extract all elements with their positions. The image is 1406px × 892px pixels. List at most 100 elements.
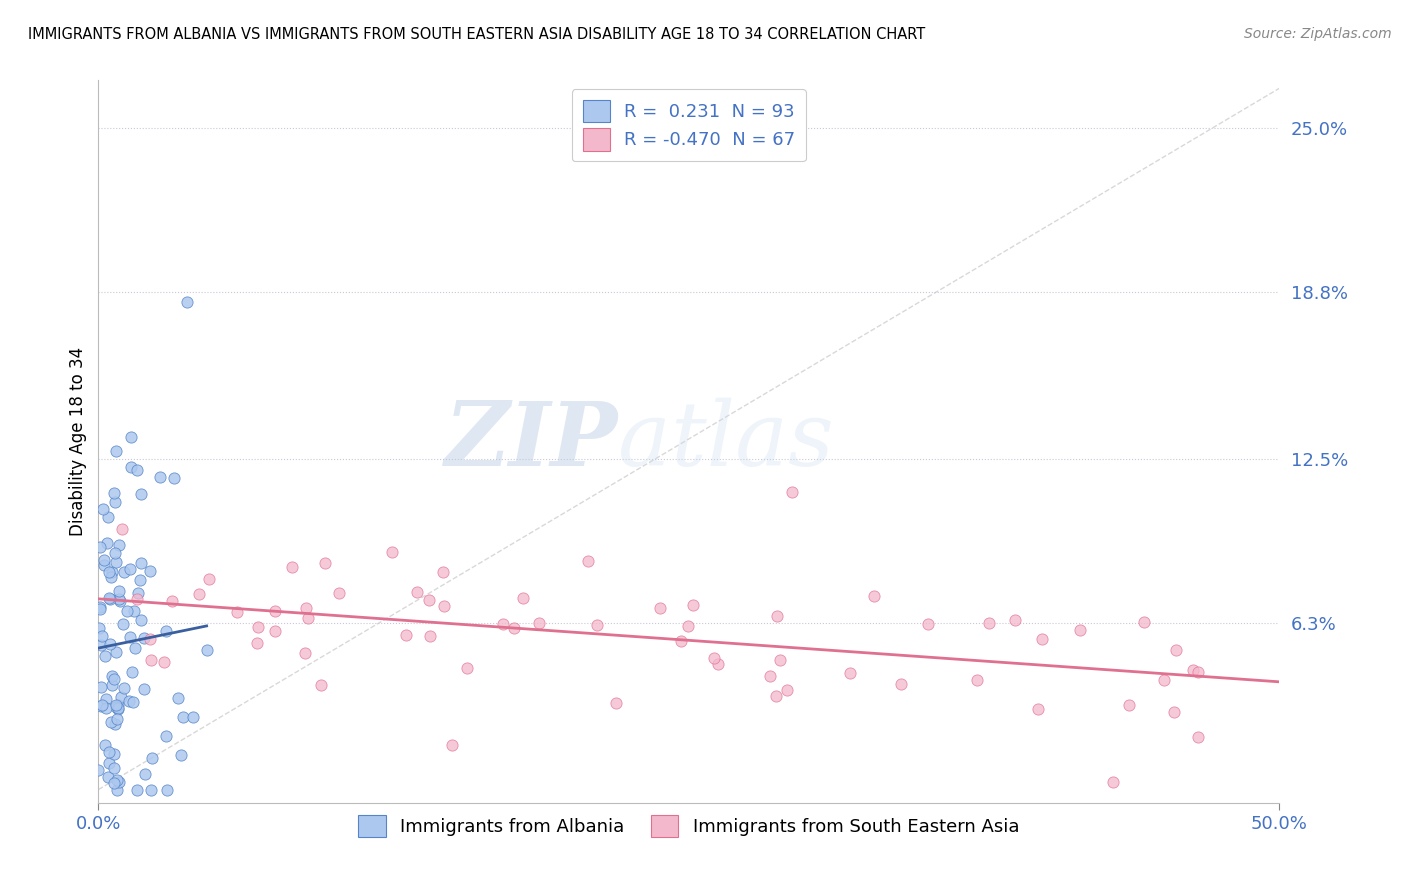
Point bbox=[139, 565, 162, 579]
Point bbox=[124, 641, 146, 656]
Point bbox=[169, 747, 191, 762]
Point bbox=[127, 592, 149, 607]
Point bbox=[195, 642, 218, 657]
Point bbox=[1163, 705, 1185, 719]
Point bbox=[90, 680, 112, 694]
Point bbox=[101, 565, 124, 579]
Point bbox=[247, 619, 270, 633]
Point bbox=[91, 502, 114, 516]
Point bbox=[492, 616, 515, 631]
Point bbox=[294, 646, 316, 660]
Point bbox=[759, 669, 782, 683]
Point bbox=[264, 624, 287, 638]
Point bbox=[1187, 665, 1209, 680]
Point bbox=[104, 555, 127, 569]
Point bbox=[163, 471, 186, 485]
Point bbox=[198, 572, 221, 586]
Point bbox=[502, 621, 524, 635]
Point bbox=[118, 630, 141, 644]
Point bbox=[966, 673, 988, 687]
Point bbox=[155, 624, 177, 638]
Point bbox=[103, 775, 125, 789]
Point bbox=[94, 648, 117, 663]
Point bbox=[432, 565, 454, 579]
Point bbox=[676, 619, 699, 633]
Point bbox=[648, 600, 671, 615]
Point bbox=[1102, 774, 1125, 789]
Point bbox=[87, 763, 110, 777]
Point bbox=[115, 604, 138, 618]
Point bbox=[917, 617, 939, 632]
Point bbox=[120, 459, 142, 474]
Point bbox=[118, 694, 141, 708]
Point bbox=[105, 645, 128, 659]
Point bbox=[125, 782, 148, 797]
Point bbox=[105, 782, 128, 797]
Point bbox=[1187, 730, 1209, 744]
Point bbox=[765, 690, 787, 704]
Point bbox=[98, 637, 121, 651]
Y-axis label: Disability Age 18 to 34: Disability Age 18 to 34 bbox=[69, 347, 87, 536]
Point bbox=[124, 604, 146, 618]
Point bbox=[440, 738, 463, 752]
Point bbox=[98, 591, 121, 606]
Point bbox=[104, 698, 127, 712]
Point bbox=[107, 700, 129, 714]
Point bbox=[125, 463, 148, 477]
Point bbox=[112, 681, 135, 695]
Point bbox=[129, 573, 152, 587]
Point bbox=[297, 611, 319, 625]
Point bbox=[129, 613, 152, 627]
Point bbox=[108, 538, 131, 552]
Point bbox=[1069, 623, 1091, 637]
Point bbox=[89, 621, 111, 635]
Point bbox=[381, 545, 404, 559]
Point bbox=[1153, 673, 1175, 688]
Point bbox=[104, 443, 127, 458]
Point bbox=[419, 628, 441, 642]
Point bbox=[127, 586, 149, 600]
Point bbox=[1031, 632, 1053, 646]
Point bbox=[395, 628, 418, 642]
Point bbox=[406, 585, 429, 599]
Point bbox=[977, 616, 1000, 631]
Point bbox=[160, 593, 183, 607]
Point bbox=[139, 653, 162, 667]
Point bbox=[89, 601, 111, 615]
Point bbox=[103, 672, 125, 686]
Point bbox=[527, 615, 550, 630]
Point bbox=[100, 715, 122, 730]
Point bbox=[97, 566, 120, 580]
Point bbox=[108, 591, 131, 606]
Point bbox=[225, 605, 247, 619]
Point bbox=[110, 690, 132, 705]
Point bbox=[89, 599, 111, 614]
Point bbox=[281, 560, 304, 574]
Point bbox=[134, 767, 156, 781]
Point bbox=[605, 696, 627, 710]
Point bbox=[89, 540, 111, 554]
Point bbox=[131, 557, 153, 571]
Point bbox=[766, 608, 789, 623]
Point bbox=[111, 616, 134, 631]
Text: Source: ZipAtlas.com: Source: ZipAtlas.com bbox=[1244, 27, 1392, 41]
Point bbox=[104, 546, 127, 560]
Point bbox=[576, 554, 599, 568]
Point bbox=[108, 583, 131, 598]
Point bbox=[314, 556, 336, 570]
Point bbox=[433, 599, 456, 613]
Point bbox=[1132, 615, 1154, 629]
Point bbox=[890, 676, 912, 690]
Point bbox=[863, 589, 886, 603]
Point bbox=[1118, 698, 1140, 712]
Point bbox=[703, 650, 725, 665]
Point bbox=[91, 698, 114, 712]
Text: ZIP: ZIP bbox=[444, 399, 619, 484]
Point bbox=[94, 738, 117, 752]
Point bbox=[1166, 642, 1188, 657]
Point bbox=[166, 690, 188, 705]
Point bbox=[107, 702, 129, 716]
Point bbox=[107, 698, 129, 712]
Point bbox=[97, 745, 120, 759]
Point bbox=[104, 495, 127, 509]
